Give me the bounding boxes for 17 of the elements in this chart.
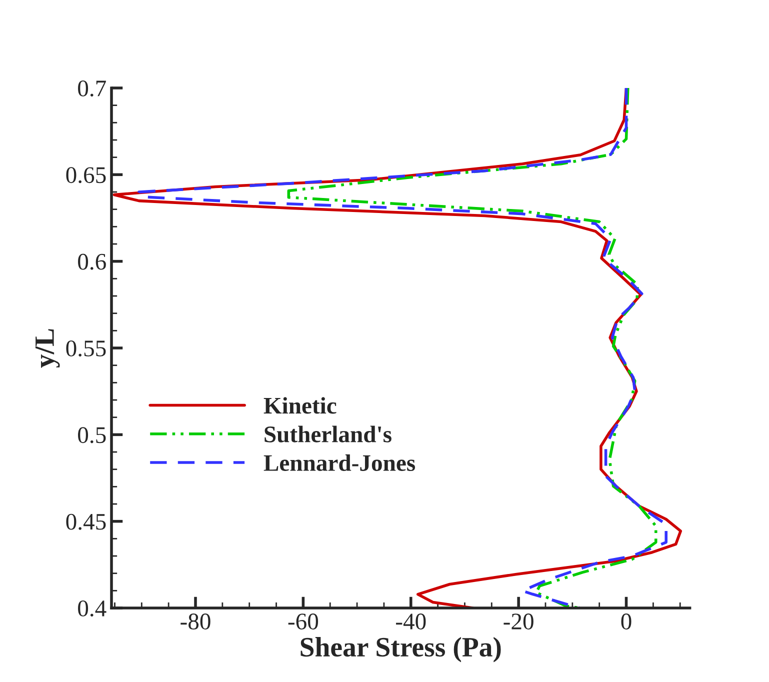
y-tick-label: 0.45 <box>66 514 106 530</box>
x-tick-label: -80 <box>180 614 210 630</box>
y-tick-label: 0.5 <box>78 427 106 444</box>
legend-label: Lennard-Jones <box>264 454 416 472</box>
y-axis-title: y/L <box>35 329 60 368</box>
y-tick-label: 0.7 <box>78 80 106 97</box>
x-tick-label: 0 <box>621 614 632 630</box>
y-tick-label: 0.4 <box>78 600 106 617</box>
legend-label: Sutherland's <box>264 426 392 442</box>
x-tick-label: -20 <box>504 614 534 630</box>
y-tick-label: 0.55 <box>66 340 106 357</box>
x-axis-title: Shear Stress (Pa) <box>300 637 501 662</box>
x-tick-label: -40 <box>396 614 426 630</box>
x-tick-label: -60 <box>288 614 318 630</box>
y-tick-label: 0.65 <box>66 167 106 184</box>
legend-label: Kinetic <box>264 397 336 414</box>
y-tick-label: 0.6 <box>78 254 106 270</box>
